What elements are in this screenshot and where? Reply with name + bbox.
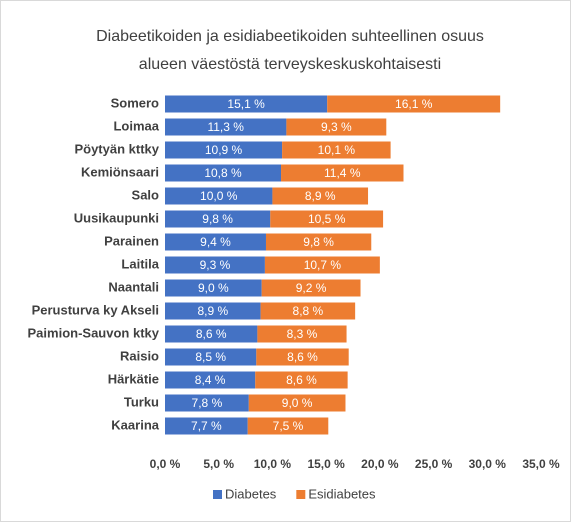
category-label: Raisio [120, 348, 159, 363]
legend-label: Esidiabetes [308, 486, 376, 501]
value-label: 11,3 % [207, 120, 244, 134]
bar-segment [270, 210, 384, 228]
category-label: Salo [132, 187, 160, 202]
x-tick-label: 10,0 % [254, 457, 292, 471]
bar-segment [248, 394, 346, 412]
bar-segment [165, 325, 258, 343]
category-label: Perusturva ky Akseli [32, 302, 159, 317]
bar-segment [165, 348, 257, 366]
x-tick-label: 35,0 % [522, 457, 560, 471]
bar-segment [165, 302, 261, 320]
value-label: 10,0 % [200, 189, 238, 203]
x-tick-label: 25,0 % [415, 457, 453, 471]
x-tick-label: 5,0 % [203, 457, 234, 471]
bar-segment [256, 348, 349, 366]
category-label: Pöytyän kttky [74, 141, 159, 156]
category-label: Laitila [121, 256, 159, 271]
value-label: 9,0 % [198, 281, 229, 295]
value-label: 9,3 % [200, 258, 231, 272]
value-label: 8,6 % [196, 327, 227, 341]
category-label: Parainen [104, 233, 159, 248]
category-label: Turku [124, 394, 159, 409]
value-label: 11,4 % [324, 166, 361, 180]
bar-segment [165, 141, 283, 159]
bar-segment [255, 371, 348, 389]
value-label: 9,0 % [282, 396, 313, 410]
value-label: 7,5 % [273, 419, 304, 433]
value-label: 10,9 % [205, 143, 243, 157]
value-label: 8,6 % [287, 350, 318, 364]
bar-segment [281, 164, 404, 182]
bar-segment [165, 371, 256, 389]
chart-title: Diabeetikoiden ja esidiabeetikoiden suht… [96, 28, 484, 45]
bar-segment [165, 187, 273, 205]
bar-segment [257, 325, 347, 343]
value-label: 8,8 % [293, 304, 324, 318]
bar-segment [165, 279, 262, 297]
bar-segment [260, 302, 356, 320]
x-tick-label: 0,0 % [150, 457, 181, 471]
legend-swatch [213, 490, 222, 499]
value-label: 10,1 % [318, 143, 356, 157]
bar-segment [264, 256, 380, 274]
bar-segment [327, 95, 501, 113]
value-label: 8,6 % [286, 373, 317, 387]
value-label: 9,8 % [303, 235, 334, 249]
bar-segment [282, 141, 391, 159]
bar-segment [165, 233, 266, 251]
value-label: 10,7 % [304, 258, 342, 272]
bar-segment [165, 164, 282, 182]
category-label: Uusikaupunki [74, 210, 159, 225]
bar-segment [165, 256, 265, 274]
bar-segment [165, 95, 328, 113]
category-label: Kaarina [111, 417, 159, 432]
x-tick-label: 20,0 % [361, 457, 399, 471]
value-label: 15,1 % [227, 97, 265, 111]
category-label: Somero [111, 95, 159, 110]
bar-segment [165, 417, 248, 435]
value-label: 9,8 % [202, 212, 233, 226]
value-label: 9,3 % [321, 120, 352, 134]
value-label: 10,5 % [308, 212, 346, 226]
bar-segment [261, 279, 361, 297]
bar-segment [272, 187, 369, 205]
category-label: Naantali [108, 279, 159, 294]
chart-title: alueen väestöstä terveyskeskuskohtaisest… [139, 56, 441, 73]
bar-segment [286, 118, 387, 136]
value-label: 8,3 % [287, 327, 318, 341]
category-label: Kemiönsaari [81, 164, 159, 179]
value-label: 8,9 % [197, 304, 228, 318]
bar-segment [247, 417, 329, 435]
value-label: 10,8 % [204, 166, 242, 180]
bar-segment [165, 118, 287, 136]
bar-segment [265, 233, 372, 251]
value-label: 7,8 % [192, 396, 223, 410]
category-label: Härkätie [108, 371, 159, 386]
category-label: Paimion-Sauvon ktky [28, 325, 160, 340]
value-label: 8,5 % [195, 350, 226, 364]
value-label: 8,4 % [195, 373, 226, 387]
legend-label: Diabetes [225, 486, 277, 501]
bar-segment [165, 210, 271, 228]
value-label: 7,7 % [191, 419, 222, 433]
x-tick-label: 30,0 % [469, 457, 507, 471]
value-label: 9,4 % [200, 235, 231, 249]
value-label: 8,9 % [305, 189, 336, 203]
bar-segment [165, 394, 249, 412]
category-label: Loimaa [113, 118, 159, 133]
legend-swatch [296, 490, 306, 499]
x-tick-label: 15,0 % [307, 457, 345, 471]
value-label: 16,1 % [395, 97, 433, 111]
value-label: 9,2 % [296, 281, 327, 295]
